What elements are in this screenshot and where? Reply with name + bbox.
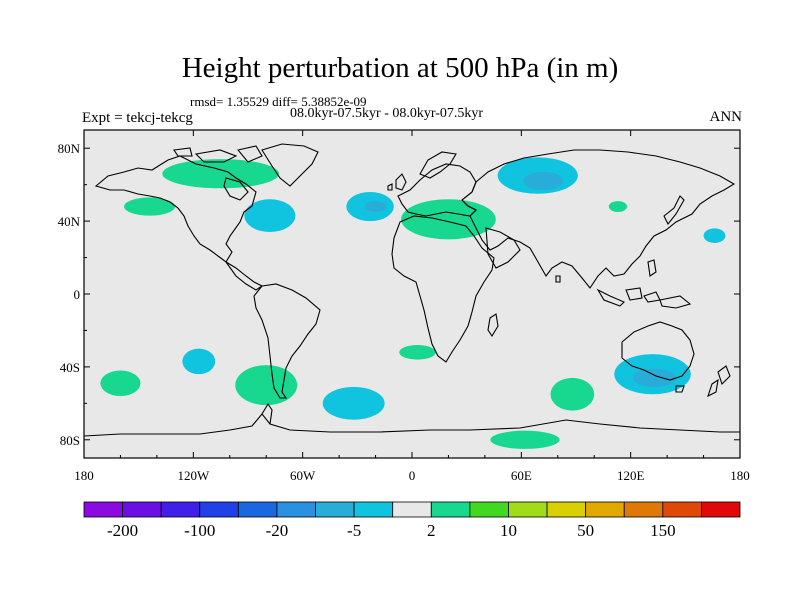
coastline-south-america (253, 283, 321, 399)
x-tick-label: 120E (617, 468, 645, 483)
x-tick-label: 60W (290, 468, 316, 483)
colorbar-cell (237, 501, 278, 518)
anomaly-layer (100, 157, 726, 449)
anomaly-region-negative-20-5 (523, 171, 564, 191)
colorbar-cell (546, 501, 587, 518)
y-tick-label: 80N (58, 141, 81, 156)
anomaly-region-positive-2-10 (124, 197, 176, 216)
x-axis: 180 120W 60W 0 60E 120E 180 (74, 130, 750, 483)
colorbar-label: -5 (347, 521, 361, 540)
colorbar-label: 50 (577, 521, 594, 540)
coastline-antarctic-peninsula (261, 402, 273, 425)
colorbar-cell (469, 501, 509, 518)
colorbar-label: 2 (427, 521, 436, 540)
colorbar-cell (662, 501, 702, 518)
anomaly-region-positive-2-10 (235, 365, 298, 406)
coastlines (84, 143, 740, 437)
anomaly-region-negative-5-2 (182, 348, 216, 375)
y-tick-label: 40S (60, 360, 80, 375)
chart-subtitle: 08.0kyr-07.5kyr - 08.0kyr-07.5kyr (290, 106, 484, 121)
colorbar-label: -100 (184, 521, 215, 540)
colorbar-cells (83, 501, 741, 518)
anomaly-region-positive-2-10 (401, 199, 496, 240)
colorbar-cell (353, 501, 394, 518)
colorbar-label: 10 (500, 521, 517, 540)
coastline-sri-lanka (555, 275, 561, 283)
anomaly-region-positive-2-10 (399, 345, 436, 360)
coastline-north-america (94, 155, 257, 263)
anomaly-region-negative-20-5 (632, 368, 677, 387)
anomaly-region-negative-5-2 (322, 386, 385, 420)
anomaly-region-positive-2-10 (550, 377, 595, 411)
colorbar-cell (585, 501, 625, 518)
coastline-greenland (261, 143, 319, 187)
coastline-australia (621, 321, 695, 381)
coastline-indonesia (596, 287, 692, 309)
anomaly-region-positive-2-10 (100, 370, 141, 397)
colorbar-cell (430, 501, 471, 518)
y-axis: 80N 40N 0 40S 80S (58, 141, 740, 448)
anomaly-region-negative-5-2 (703, 228, 726, 243)
coastline-new-zealand (707, 365, 731, 398)
colorbar-labels: -200 -100 -20 -5 2 10 50 150 (107, 521, 676, 540)
colorbar-label: 150 (650, 521, 676, 540)
coastline-hudson-bay (223, 177, 249, 201)
anomaly-region-positive-2-10 (608, 201, 628, 213)
coastline-arabia (485, 227, 521, 269)
colorbar-cell (392, 501, 432, 518)
coastline-japan (663, 195, 685, 226)
colorbar-cell (508, 501, 548, 518)
anomaly-region-positive-2-10 (162, 159, 279, 189)
x-tick-label: 0 (409, 468, 416, 483)
chart-title: Height perturbation at 500 hPa (in m) (181, 52, 619, 84)
coastline-tasmania (675, 385, 685, 393)
colorbar-cell (199, 501, 239, 518)
colorbar-cell (315, 501, 355, 518)
colorbar-cell (122, 501, 162, 518)
colorbar-label: -20 (266, 521, 289, 540)
x-tick-label: 180 (730, 468, 750, 483)
colorbar-cell (276, 501, 316, 518)
y-tick-label: 0 (74, 287, 81, 302)
colorbar-label: -200 (107, 521, 138, 540)
anomaly-region-positive-2-10 (490, 430, 560, 449)
anomaly-region-negative-5-2 (244, 199, 296, 233)
coastline-british-isles (387, 173, 407, 191)
coastline-antarctica (84, 413, 740, 437)
coastline-philippines (647, 259, 657, 277)
y-tick-label: 80S (60, 433, 80, 448)
experiment-label: Expt = tekcj-tekcg (82, 110, 193, 126)
colorbar-cell (160, 501, 201, 518)
coastline-arctic-islands (173, 145, 263, 163)
colorbar-cell (623, 501, 664, 518)
x-tick-label: 180 (74, 468, 94, 483)
colorbar-cell (701, 501, 741, 518)
chart-stats: rmsd= 1.35529 diff= 5.38852e-09 (190, 94, 367, 109)
x-tick-label: 120W (177, 468, 210, 483)
anomaly-region-negative-20-5 (364, 201, 387, 213)
colorbar-cell (83, 501, 123, 518)
coastline-scandinavia (419, 151, 457, 179)
y-tick-label: 40N (58, 214, 81, 229)
x-tick-label: 60E (511, 468, 532, 483)
coastline-madagascar (487, 313, 499, 338)
season-label: ANN (709, 109, 743, 125)
coastline-africa (391, 215, 495, 363)
